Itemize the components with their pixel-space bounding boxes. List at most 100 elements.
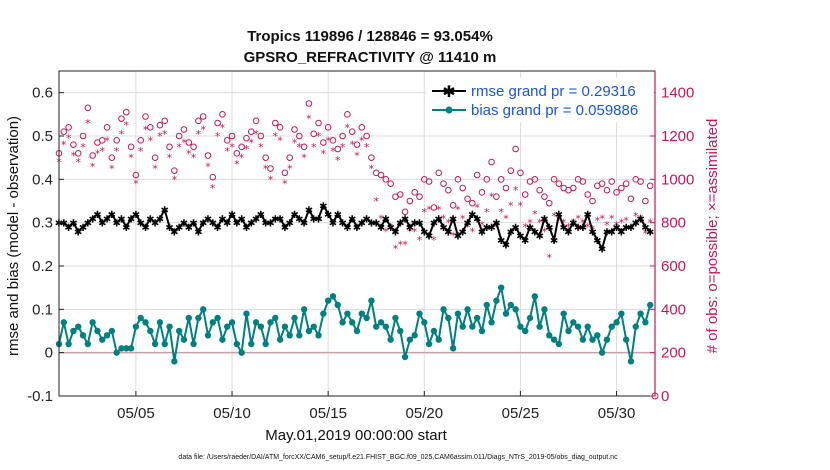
bias-point	[435, 336, 442, 343]
rmse-point: ✱	[535, 232, 543, 243]
bias-point	[483, 301, 490, 309]
obs-possible-point	[344, 111, 351, 118]
obs-possible-point	[642, 197, 649, 205]
y-left-tick-label: 0.3	[32, 215, 53, 232]
bias-point	[632, 323, 639, 330]
bias-point	[291, 314, 298, 322]
obs-possible-point	[502, 184, 510, 192]
rmse-point: ✱	[141, 223, 149, 234]
bias-point	[368, 297, 375, 304]
obs-possible-point	[401, 208, 409, 216]
obs-assimilated-point: *	[90, 160, 96, 173]
rmse-point: ✱	[483, 223, 491, 234]
obs-assimilated-point: *	[297, 141, 303, 154]
obs-possible-point	[329, 137, 337, 144]
obs-possible-point	[127, 143, 135, 151]
rmse-point: ✱	[502, 240, 510, 251]
obs-possible-point	[171, 167, 178, 174]
y-axis-left-label: rmse and bias (model - observation)	[5, 116, 22, 356]
x-tick-label: 05/10	[213, 405, 251, 422]
obs-possible-point	[445, 186, 452, 194]
obs-assimilated-point: *	[474, 202, 480, 215]
rmse-point: ✱	[382, 214, 390, 225]
bias-point	[137, 314, 144, 322]
bias-point	[555, 340, 563, 348]
bias-point	[406, 336, 414, 343]
bias-point	[262, 340, 269, 348]
bias-point	[358, 310, 366, 317]
obs-assimilated-point: *	[431, 234, 437, 247]
obs-assimilated-point: *	[210, 182, 216, 195]
bias-point	[502, 310, 510, 317]
obs-assimilated-point: *	[196, 128, 202, 141]
rmse-point: ✱	[545, 223, 553, 234]
obs-assimilated-point: *	[277, 134, 283, 147]
rmse-point: ✱	[564, 227, 572, 238]
bias-point	[574, 323, 582, 330]
bias-point	[603, 336, 611, 343]
obs-assimilated-point: *	[263, 163, 269, 176]
y-left-tick-label: -0.1	[27, 388, 53, 405]
obs-assimilated-point: *	[398, 238, 404, 251]
obs-assimilated-point: *	[349, 139, 355, 152]
y-axis-left-ticks: -0.1 0 0.1 0.2 0.3 0.4 0.5 0.6	[27, 85, 64, 405]
obs-assimilated-point: *	[287, 163, 293, 176]
obs-possible-point	[353, 141, 361, 148]
obs-possible-point	[627, 195, 635, 203]
rmse-point: ✱	[444, 227, 452, 238]
obs-possible-point	[151, 154, 159, 161]
obs-assimilated-point: *	[215, 130, 221, 143]
bias-point	[94, 327, 101, 335]
x-tick-label: 05/15	[309, 405, 347, 422]
rmse-point: ✱	[257, 210, 265, 221]
bias-point	[526, 314, 534, 322]
bias-point	[320, 310, 327, 317]
rmse-point: ✱	[348, 214, 356, 225]
rmse-point: ✱	[531, 227, 539, 238]
y-right-tick-label: 1200	[661, 128, 694, 145]
rmse-point: ✱	[295, 214, 303, 225]
bias-point	[401, 353, 409, 361]
bias-point	[478, 327, 486, 335]
obs-assimilated-point: *	[273, 130, 279, 143]
obs-possible-point	[406, 197, 414, 205]
rmse-point: ✱	[300, 219, 308, 230]
rmse-point: ✱	[358, 219, 366, 230]
obs-assimilated-point: *	[354, 150, 360, 163]
obs-possible-point	[613, 189, 620, 196]
bias-point	[243, 310, 250, 317]
bias-point	[459, 323, 466, 330]
rmse-point: ✱	[74, 227, 82, 238]
rmse-point: ✱	[459, 227, 467, 238]
obs-possible-point	[291, 126, 298, 133]
bias-point	[238, 349, 245, 356]
rmse-point: ✱	[454, 232, 462, 243]
obs-possible-point	[430, 204, 438, 211]
rmse-point: ✱	[636, 214, 644, 225]
rmse-point: ✱	[334, 210, 342, 221]
obs-possible-point	[219, 111, 226, 118]
bias-point	[127, 345, 135, 352]
y-right-tick-label: 1400	[661, 85, 694, 102]
bias-point	[497, 284, 505, 291]
legend-rmse-label: rmse grand pr = 0.29316	[471, 83, 636, 100]
rmse-point: ✱	[435, 214, 443, 225]
bias-point	[445, 314, 452, 322]
bias-point	[541, 306, 548, 313]
obs-assimilated-point: *	[71, 150, 77, 163]
obs-possible-point	[65, 124, 72, 131]
obs-possible-point	[521, 191, 529, 198]
obs-possible-point	[296, 132, 303, 140]
obs-assimilated-point: *	[85, 117, 91, 130]
obs-possible-point	[517, 169, 524, 177]
x-axis-label: May.01,2019 00:00:00 start	[265, 427, 447, 444]
obs-assimilated-point: *	[249, 137, 255, 150]
rmse-point: ✱	[507, 227, 515, 238]
obs-assimilated-point: *	[619, 217, 625, 230]
obs-assimilated-point: *	[556, 215, 562, 228]
obs-possible-point	[276, 124, 284, 131]
bias-point	[108, 327, 116, 335]
bias-point	[425, 340, 433, 348]
bias-point	[166, 323, 173, 330]
rmse-point: ✱	[223, 219, 231, 230]
